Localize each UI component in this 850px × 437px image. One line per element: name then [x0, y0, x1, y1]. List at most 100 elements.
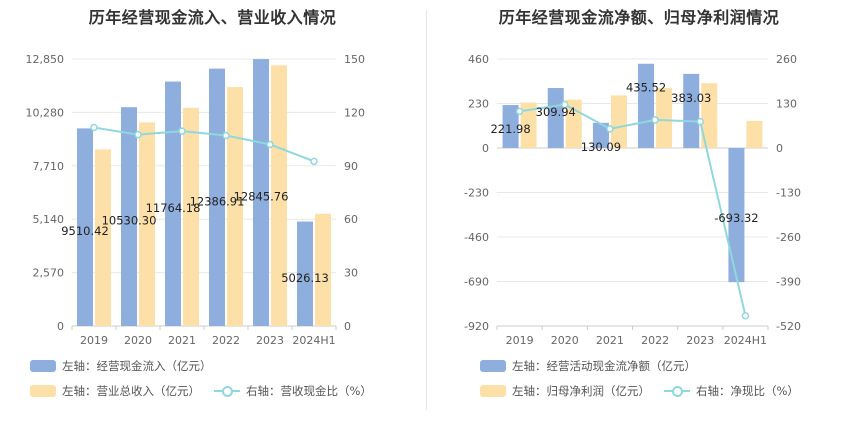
bar — [165, 81, 181, 326]
bar — [315, 213, 331, 326]
right-tick-label: 260 — [776, 53, 797, 66]
bar — [271, 65, 287, 326]
x-tick-label: 2023 — [686, 334, 714, 345]
x-tick-label: 2024H1 — [292, 334, 335, 345]
right-tick-label: 30 — [344, 267, 358, 280]
ratio-point — [651, 116, 659, 124]
bar-data-label: 12386.91 — [190, 194, 245, 208]
bar — [728, 148, 745, 283]
ratio-line — [93, 126, 315, 163]
right-tick-label: -260 — [776, 231, 801, 244]
legend-label: 右轴：净现比（%） — [696, 384, 799, 398]
right-tick-label: 120 — [344, 106, 365, 119]
legend-item[interactable]: 左轴：营业总收入（亿元） — [30, 383, 200, 399]
left-tick-label: 12,850 — [26, 53, 65, 66]
bar-data-label: 309.94 — [536, 105, 576, 119]
chart-title: 历年经营现金流净额、归母净利润情况 — [498, 8, 780, 27]
bar — [95, 149, 111, 326]
legend-item[interactable]: 左轴：经营现金流入（亿元） — [30, 358, 212, 374]
legend-row-2: 左轴：营业总收入（亿元） 右轴：营收现金比（%） — [30, 383, 386, 399]
bar-data-label: 10530.30 — [102, 214, 157, 228]
left-tick-label: -230 — [464, 187, 489, 200]
right-tick-label: 90 — [344, 160, 358, 173]
bar — [502, 105, 519, 148]
left-tick-label: 230 — [468, 98, 489, 111]
ratio-point — [134, 130, 142, 139]
bar-data-label: 5026.13 — [281, 271, 329, 285]
left-tick-label: -690 — [464, 276, 489, 289]
left-tick-label: -460 — [464, 231, 489, 244]
legend-item[interactable]: 左轴：归母净利润（亿元） — [480, 383, 650, 399]
x-tick-label: 2024H1 — [724, 334, 767, 345]
x-tick-label: 2021 — [168, 334, 196, 345]
legend-line-swatch — [214, 385, 240, 397]
bar — [746, 120, 763, 148]
right-tick-label: -390 — [776, 276, 801, 289]
bar-data-label: -693.32 — [714, 211, 758, 225]
bar — [209, 68, 225, 326]
legend-swatch — [30, 360, 56, 372]
legend-item[interactable]: 左轴：经营活动现金流净额（亿元） — [480, 358, 696, 374]
right-tick-label: 0 — [344, 320, 351, 333]
legend-swatch — [480, 360, 506, 372]
bar-data-label: 130.09 — [581, 140, 621, 154]
legend-line-swatch — [664, 385, 690, 397]
legend-label: 右轴：营收现金比（%） — [246, 384, 372, 398]
bar — [297, 221, 313, 326]
left-tick-label: 2,570 — [33, 267, 65, 280]
x-tick-label: 2019 — [80, 334, 108, 345]
bar — [683, 73, 700, 148]
bar — [701, 83, 718, 148]
bar — [610, 95, 627, 148]
bar — [592, 122, 609, 148]
right-tick-label: -130 — [776, 187, 801, 200]
ratio-point — [310, 157, 318, 166]
chart-panel-left: 历年经营现金流入、营业收入情况 0 0 2,570 30 5,140 60 7,710 90 1… — [26, 8, 386, 399]
legend-swatch — [480, 385, 506, 397]
right-tick-label: 60 — [344, 213, 358, 226]
ratio-point — [266, 140, 274, 149]
bar — [77, 128, 93, 326]
ratio-point — [515, 107, 524, 116]
x-tick-label: 2021 — [596, 334, 624, 345]
ratio-line — [519, 103, 747, 316]
x-tick-label: 2019 — [506, 334, 534, 345]
right-tick-label: 130 — [776, 98, 797, 111]
legend-label: 左轴：归母净利润（亿元） — [512, 384, 650, 398]
legend-row-1: 左轴：经营活动现金流净额（亿元） — [480, 358, 710, 374]
left-tick-label: -920 — [464, 320, 489, 333]
legend-label: 左轴：营业总收入（亿元） — [62, 384, 200, 398]
ratio-point — [561, 100, 569, 109]
x-tick-label: 2020 — [124, 334, 152, 345]
bar-data-label: 11764.18 — [146, 201, 201, 215]
ratio-point — [606, 125, 614, 133]
right-tick-label: 0 — [776, 142, 783, 155]
left-tick-label: 0 — [482, 142, 489, 155]
panel-divider — [426, 10, 427, 410]
chart-panel-right: 历年经营现金流净额、归母净利润情况 -920 -520 -690 -390 -460 -2… — [428, 0, 850, 437]
ratio-point — [741, 311, 750, 320]
bar — [121, 107, 137, 326]
legend-swatch — [30, 385, 56, 397]
bar-data-label: 435.52 — [626, 81, 666, 95]
left-tick-label: 460 — [468, 53, 489, 66]
chart-plot: -920 -520 -690 -390 -460 -260 -230 -130 0 0 230 130… — [464, 53, 801, 345]
left-tick-label: 7,710 — [33, 160, 65, 173]
x-tick-label: 2022 — [641, 334, 669, 345]
ratio-point — [696, 117, 704, 126]
x-tick-label: 2022 — [212, 334, 240, 345]
legend-item[interactable]: 右轴：净现比（%） — [664, 383, 799, 399]
left-tick-label: 0 — [57, 320, 64, 333]
bar — [139, 122, 155, 327]
left-tick-label: 5,140 — [33, 213, 65, 226]
chart-title: 历年经营现金流入、营业收入情况 — [88, 8, 337, 27]
legend-label: 左轴：经营现金流入（亿元） — [62, 359, 212, 373]
bar — [638, 63, 655, 149]
legend-item[interactable]: 右轴：营收现金比（%） — [214, 383, 372, 399]
bar-data-label: 221.98 — [490, 122, 530, 136]
legend-label: 左轴：经营活动现金流净额（亿元） — [512, 359, 696, 373]
bar — [227, 87, 243, 326]
bar — [656, 88, 673, 148]
bar — [547, 88, 564, 148]
bar-data-label: 12845.76 — [234, 190, 289, 204]
